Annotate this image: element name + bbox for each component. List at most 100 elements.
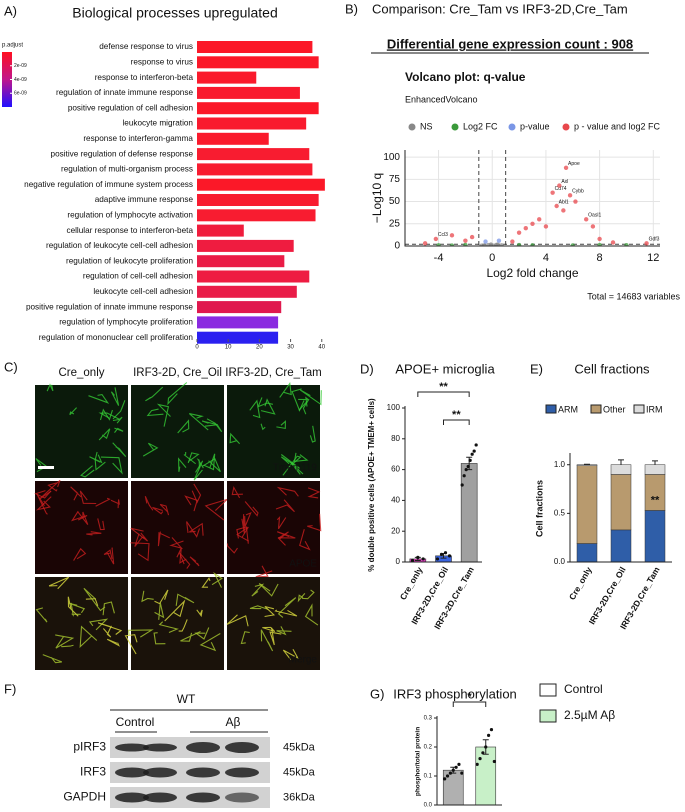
x-tick-label: 0 [489, 252, 495, 264]
data-point [475, 762, 479, 767]
data-point [460, 483, 464, 487]
legend-swatch [539, 709, 557, 723]
micrograph-texture [276, 420, 286, 430]
y-tick-label: 0.3 [424, 716, 433, 722]
micrograph-texture [114, 427, 124, 433]
legend-label: Log2 FC [463, 121, 498, 131]
legend-swatch [633, 404, 645, 414]
micrograph-texture [110, 387, 120, 406]
micrograph-texture [35, 607, 48, 623]
data-point [481, 751, 485, 755]
panel-letter: C) [4, 359, 18, 374]
bar [197, 331, 279, 344]
micrograph-texture [307, 513, 322, 532]
micrograph-texture [249, 399, 261, 419]
point [537, 217, 542, 222]
micrograph-texture [231, 485, 243, 499]
micrograph-texture [236, 526, 250, 542]
data-point [487, 733, 491, 738]
legend-marker [562, 123, 570, 131]
micrograph-texture [112, 416, 123, 424]
micrograph-texture [226, 543, 238, 554]
chart-title: Biological processes upregulated [72, 5, 277, 21]
micrograph-texture [112, 400, 126, 420]
colorbar-label: 2e-09 [14, 63, 27, 69]
micrograph-texture [178, 619, 188, 632]
x-tick-label: 30 [287, 345, 294, 351]
micrograph-texture [240, 631, 250, 645]
bar-segment [644, 464, 666, 475]
data-point [448, 771, 452, 775]
micrograph-texture [187, 452, 200, 464]
colorbar-title: p.adjust [2, 43, 23, 49]
blot-band [143, 743, 177, 752]
micrograph [35, 385, 128, 478]
micrograph-texture [94, 451, 106, 471]
legend-label: 2.5µM Aβ [564, 708, 615, 722]
micrograph-texture [269, 627, 282, 646]
micrograph-texture [276, 486, 299, 497]
point [583, 217, 589, 222]
micrograph-texture [184, 495, 198, 512]
panel-letter: D) [360, 361, 374, 376]
point [449, 233, 455, 238]
bar [197, 316, 279, 329]
bar [197, 163, 313, 176]
micrograph-texture [156, 403, 171, 427]
micrograph-texture [188, 522, 204, 536]
condition-label: Aβ [226, 715, 241, 729]
micrograph [35, 577, 128, 670]
size-label: 45kDa [283, 741, 316, 753]
chart-title: APOE+ microglia [395, 361, 495, 376]
bar [197, 239, 294, 252]
chart-title: IRF3 phosphorylation [393, 686, 517, 701]
point-label: Cybb [572, 189, 584, 195]
micrograph [227, 385, 320, 478]
micrograph-texture [304, 603, 319, 626]
micrograph-texture [186, 521, 201, 538]
significance-label: ** [439, 381, 448, 393]
micrograph-texture [144, 495, 154, 511]
y-tick-label: 80 [391, 434, 400, 443]
micrograph-texture [77, 511, 89, 525]
y-tick-label: 60 [391, 465, 400, 474]
micrograph-texture [204, 498, 228, 521]
point [563, 165, 569, 170]
size-label: 45kDa [283, 766, 316, 778]
point [550, 190, 555, 195]
micrograph-texture [244, 512, 252, 527]
plot-area [405, 150, 660, 246]
micrograph-texture [229, 432, 241, 445]
micrograph [131, 481, 224, 574]
blot-band [115, 767, 149, 778]
legend-label: p - value and log2 FC [574, 121, 661, 131]
micrograph-texture [297, 592, 306, 603]
point-label: Oasl1 [588, 213, 601, 219]
bar-segment [610, 474, 632, 531]
micrograph-texture [282, 648, 300, 661]
micrograph-texture [46, 383, 54, 392]
point [610, 240, 616, 245]
bar [197, 148, 310, 161]
micrograph-texture [201, 420, 218, 427]
chart-title: Volcano plot: q-value [405, 70, 526, 84]
column-label: IRF3-2D, Cre_Tam [225, 367, 322, 379]
micrograph-texture [258, 583, 279, 597]
bar [197, 285, 297, 298]
category-label: positive regulation of cell adhesion [68, 103, 194, 112]
micrograph-texture [211, 571, 223, 588]
point [597, 236, 602, 242]
bar [197, 102, 319, 115]
x-tick-label: Cre_only [398, 565, 425, 602]
micrograph-texture [275, 499, 295, 513]
stain-label: Tmem119 [273, 463, 318, 474]
legend-label: Other [603, 404, 626, 414]
micrograph-texture [178, 457, 187, 472]
y-tick-label: 0.2 [424, 745, 433, 751]
micrograph-texture [79, 490, 97, 505]
group-label: WT [177, 692, 196, 706]
bar [197, 209, 316, 222]
micrograph-texture [299, 529, 311, 551]
data-point [439, 552, 444, 556]
bar [460, 463, 478, 563]
